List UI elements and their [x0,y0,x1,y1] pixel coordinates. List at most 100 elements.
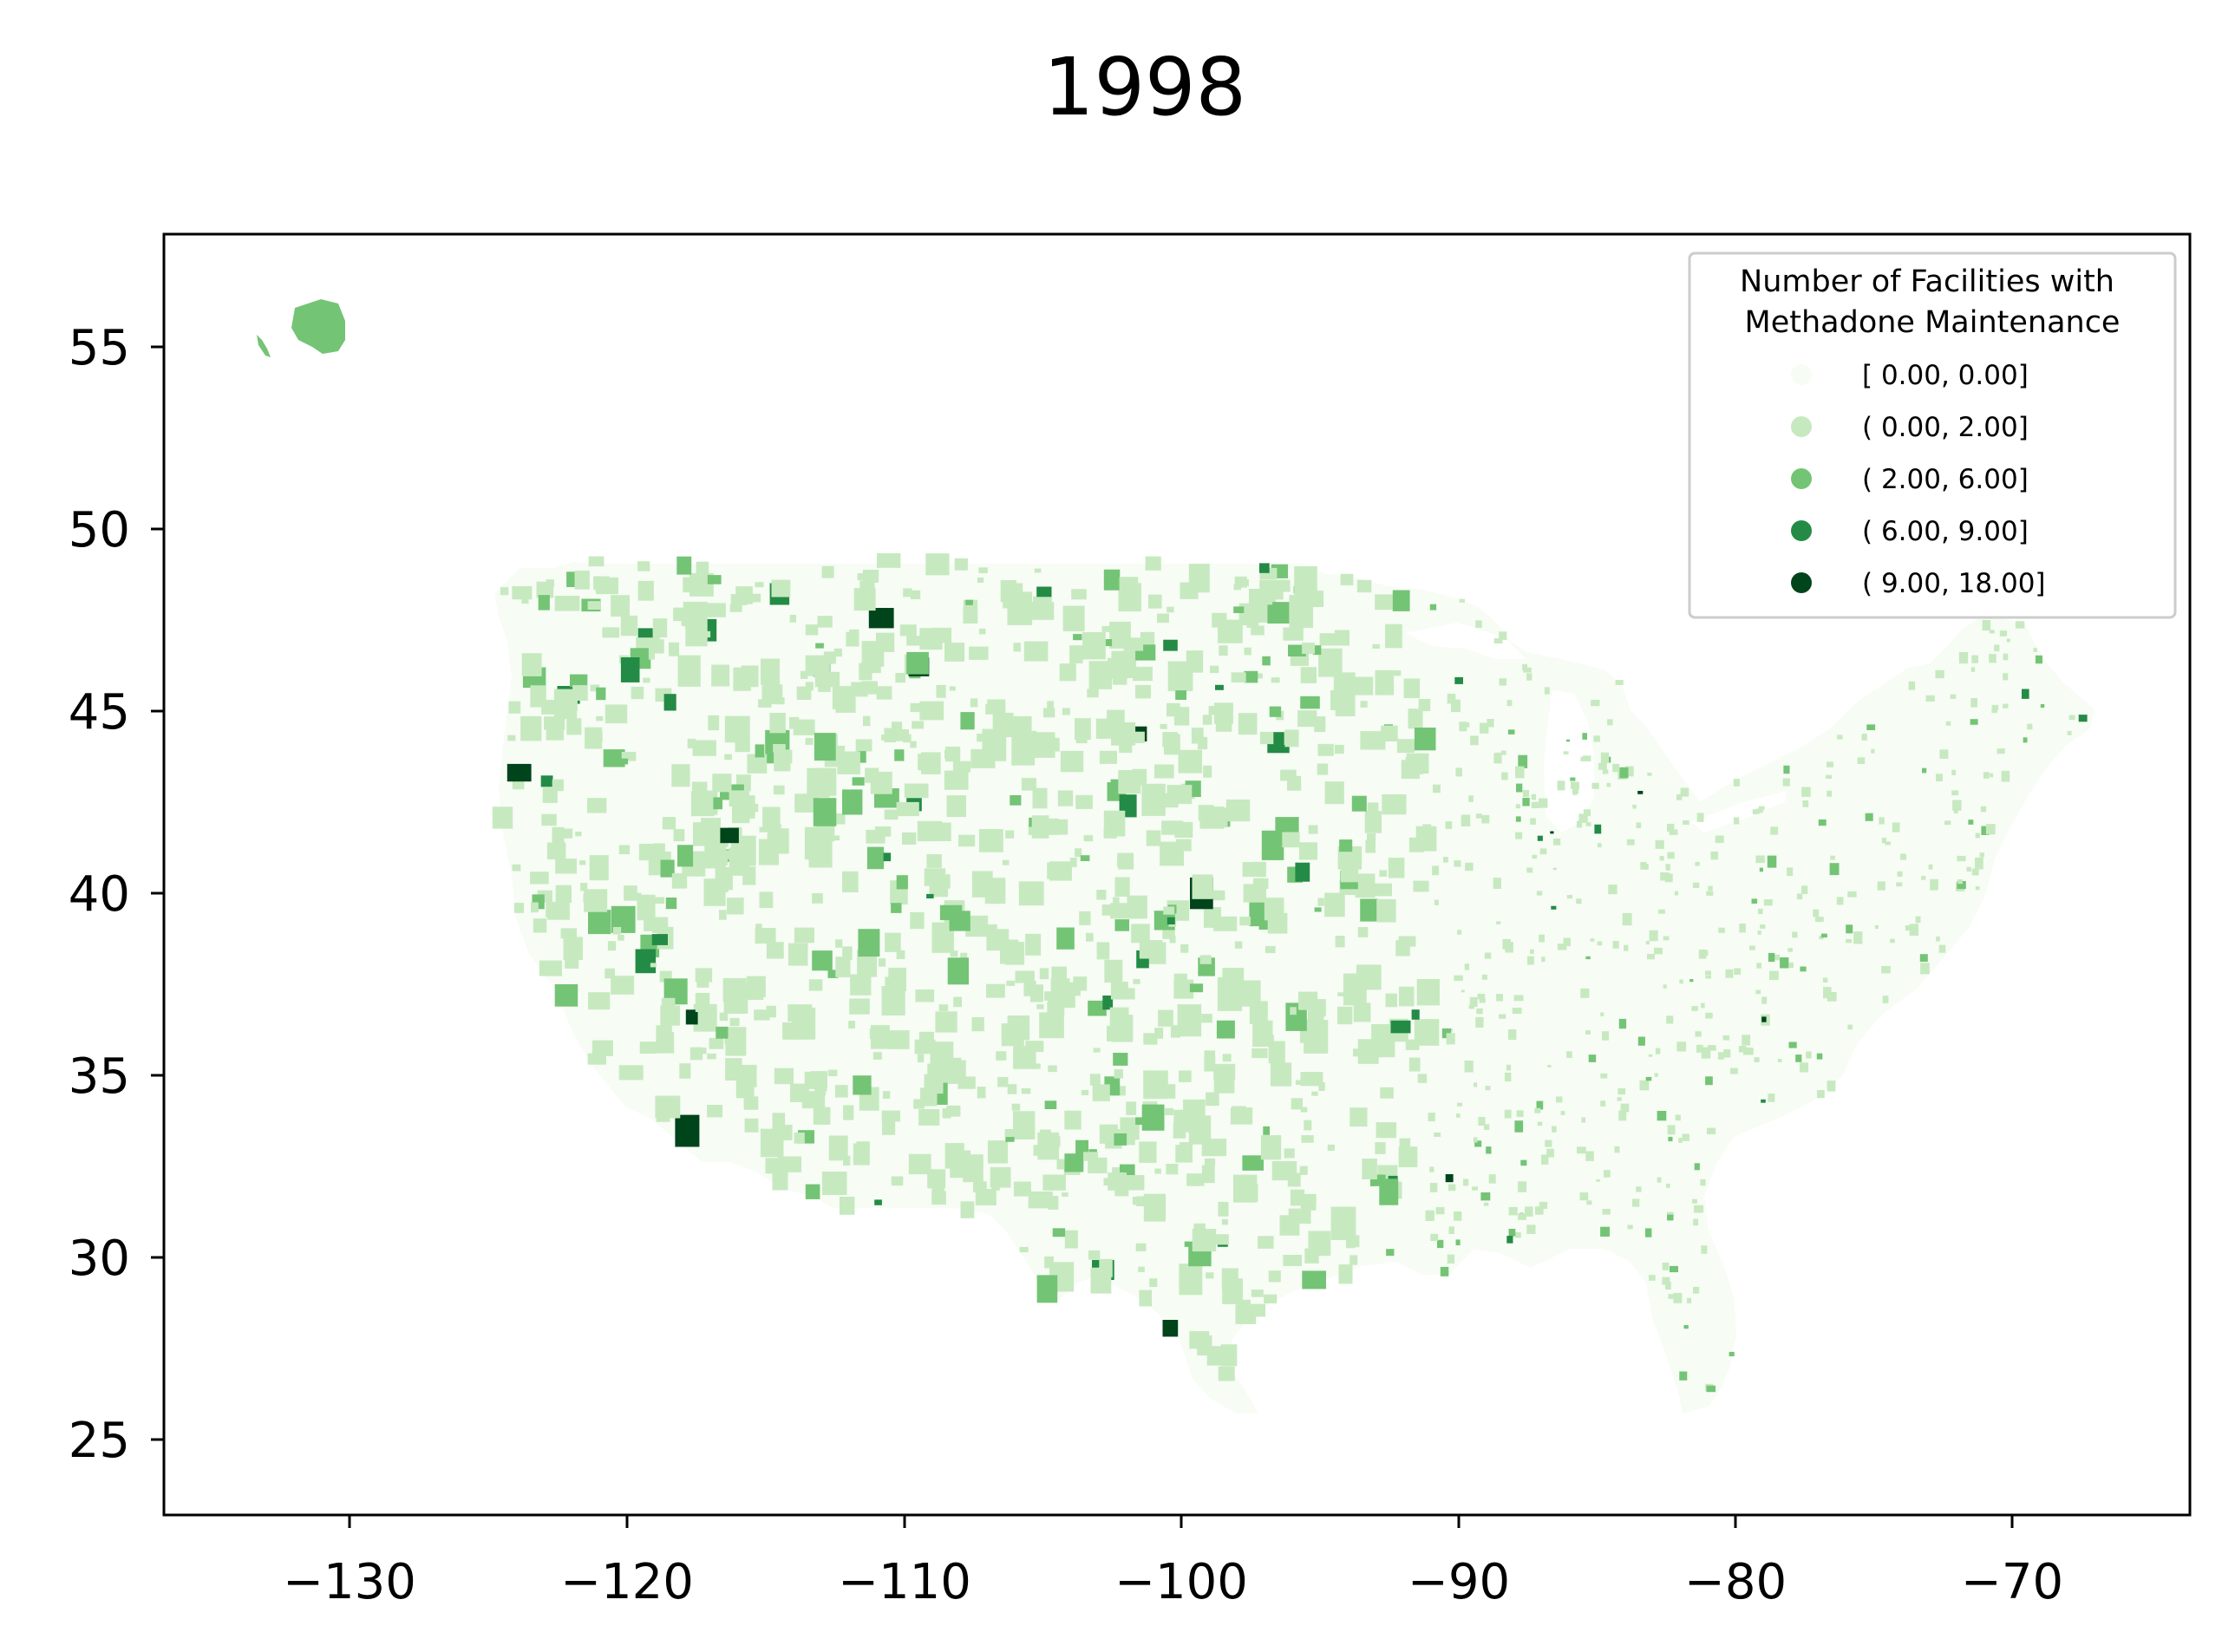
county-patch [1337,992,1344,996]
county-patch [1743,1047,1753,1055]
county-patch [789,615,796,623]
county-patch [1692,882,1700,889]
county-patch [512,585,533,600]
county-patch [747,754,768,774]
county-patch [1096,890,1107,900]
county-patch [1679,979,1683,984]
county-patch [835,690,856,713]
county-patch [709,1037,724,1049]
county-patch [611,595,630,617]
county-patch [1734,968,1742,975]
y-axis: 55 50 45 40 35 30 25 [69,320,164,1469]
county-patch [832,835,840,841]
county-patch [773,744,786,753]
county-patch [1710,851,1719,860]
county-patch [1585,1151,1594,1161]
county-patch [500,587,509,596]
county-patch [1649,1275,1656,1281]
county-patch [1506,1236,1513,1244]
county-patch [1591,700,1600,707]
county-patch [1708,885,1713,891]
county-patch [978,829,1003,852]
county-patch [743,1096,759,1110]
county-patch [931,1191,946,1205]
county-patch [1206,1092,1219,1107]
county-patch [805,655,830,676]
county-patch [918,754,934,771]
county-patch [1499,678,1507,686]
county-patch [1202,715,1212,725]
x-tick-label: −90 [1408,1554,1510,1610]
county-patch [1475,620,1482,628]
county-patch [1093,1048,1101,1053]
county-patch [1600,1226,1610,1237]
county-patch [1464,1061,1474,1073]
alaska-island [257,335,271,357]
county-patch [1146,830,1161,846]
county-patch [508,701,521,714]
county-patch [1302,643,1315,654]
county-patch [679,1063,691,1079]
county-patch [729,790,749,806]
county-patch [1283,627,1304,641]
county-patch [1614,1146,1620,1153]
county-patch [1133,979,1140,984]
county-patch [1508,1028,1517,1041]
county-patch [1288,1208,1311,1224]
county-patch [1177,1004,1202,1037]
county-patch [1092,1084,1110,1101]
county-patch [877,553,901,568]
county-patch [859,663,872,681]
county-patch [1695,861,1700,866]
county-patch [546,842,566,859]
county-patch [607,941,617,951]
county-patch [1877,881,1885,891]
county-patch [1953,809,1958,813]
county-patch [1515,816,1521,822]
county-patch [1473,1137,1478,1143]
county-patch [1385,993,1397,1008]
county-patch [870,773,890,792]
county-patch [1919,954,1928,963]
county-patch [857,751,866,763]
county-patch [1340,573,1354,585]
county-patch [1782,778,1790,787]
county-patch [808,979,823,991]
county-patch [724,754,732,761]
county-patch [834,1085,848,1098]
county-patch [1062,708,1070,715]
county-patch [1191,728,1204,744]
county-patch [1047,701,1054,709]
county-patch [677,845,694,867]
county-patch [1617,1088,1626,1095]
county-patch [960,952,968,963]
county-patch [1425,1210,1434,1221]
county-patch [1308,825,1318,834]
county-patch [1550,831,1554,834]
county-patch [1036,1004,1044,1009]
county-patch [996,1157,1003,1164]
county-patch [1622,912,1632,926]
county-patch [939,904,963,921]
county-patch [1761,1099,1766,1103]
county-patch [1516,783,1523,793]
county-patch [1846,924,1853,934]
county-patch [1483,1124,1490,1130]
county-patch [590,684,600,692]
county-patch [1032,1063,1041,1069]
county-patch [891,722,903,731]
county-patch [881,986,905,1015]
county-patch [1456,1102,1462,1107]
county-patch [1192,874,1213,899]
county-patch [1802,800,1809,807]
county-patch [552,779,564,792]
county-patch [920,1087,938,1107]
county-patch [1314,716,1326,733]
county-patch [1380,1087,1394,1099]
county-patch [1032,787,1048,809]
county-patch [1639,1080,1650,1091]
county-patch [1507,729,1515,735]
county-patch [2006,638,2010,643]
county-patch [1101,625,1112,632]
county-patch [1515,1231,1521,1238]
